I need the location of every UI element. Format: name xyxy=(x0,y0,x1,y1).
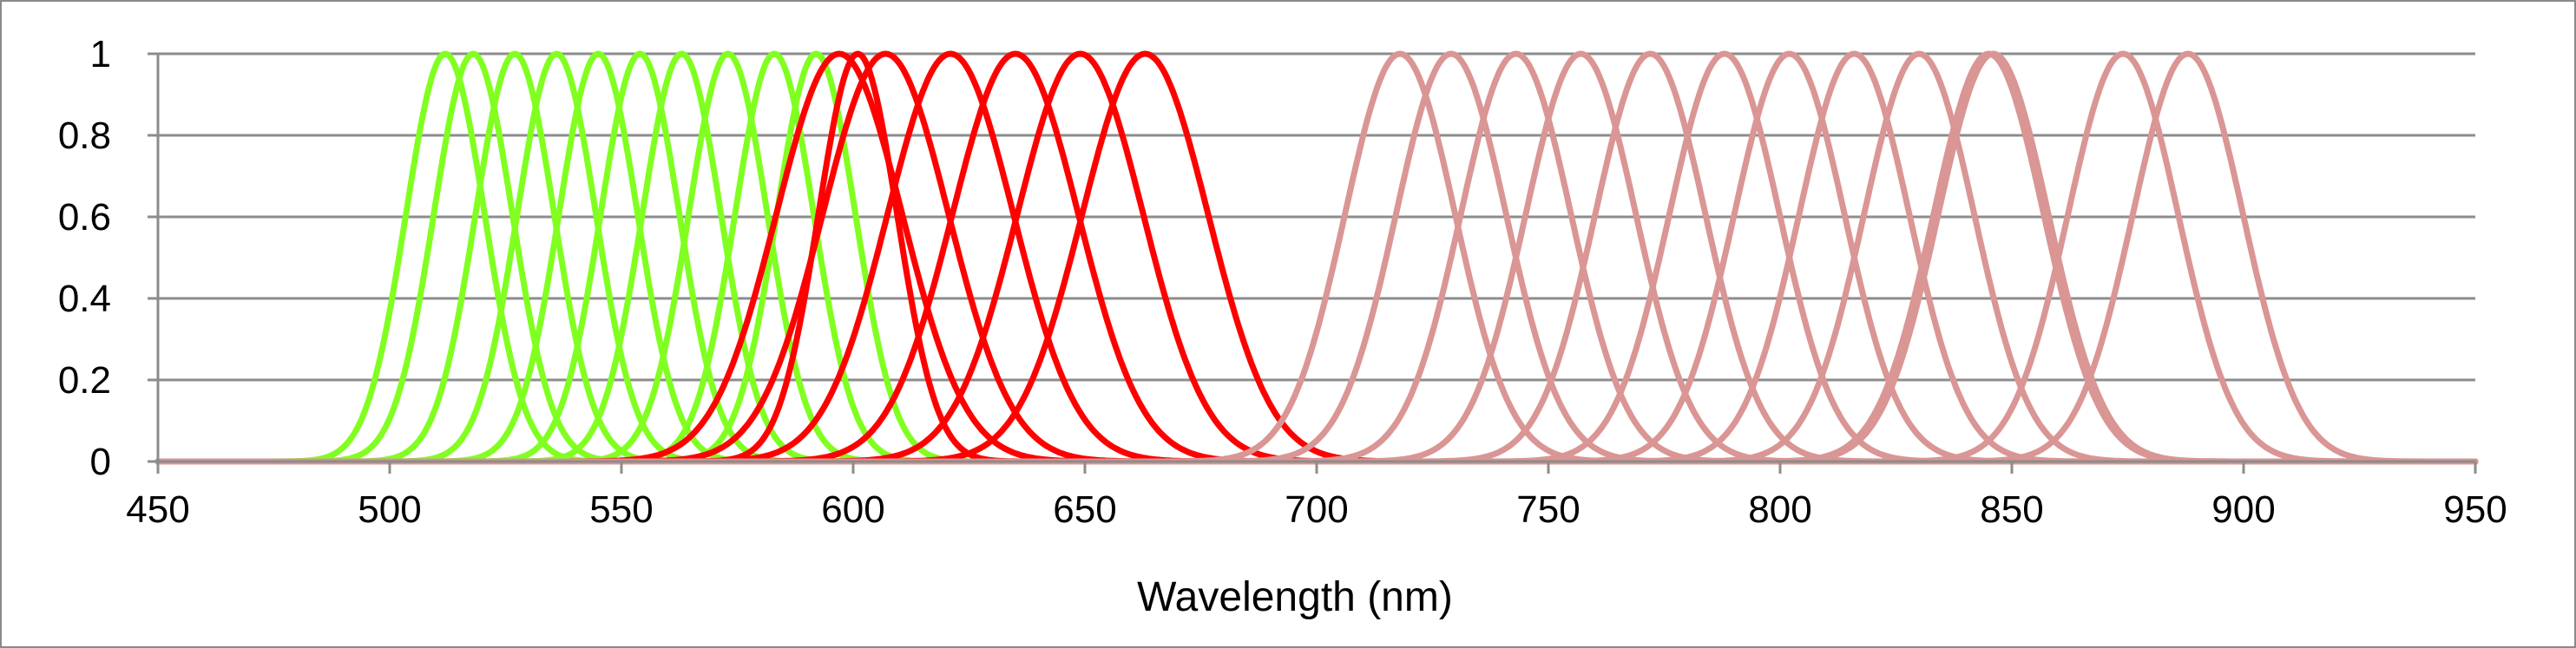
x-tick-label: 700 xyxy=(1285,488,1348,531)
series-line-green-583 xyxy=(154,50,2479,465)
y-tick-label: 0.6 xyxy=(58,196,111,239)
series-line-pink-874 xyxy=(154,50,2479,465)
x-tick-label: 550 xyxy=(589,488,653,531)
series-line-red-649 xyxy=(154,50,2479,465)
series-line-pink-846 xyxy=(154,50,2479,465)
series-line-pink-830 xyxy=(154,50,2479,465)
x-tick-label: 600 xyxy=(821,488,884,531)
x-axis-title: Wavelength (nm) xyxy=(1137,574,1453,620)
x-tick-label: 500 xyxy=(358,488,421,531)
series-line-pink-845 xyxy=(154,50,2479,465)
series-line-pink-816 xyxy=(154,50,2479,465)
series-line-green-554 xyxy=(154,50,2479,465)
series-line-red-597 xyxy=(154,50,2479,465)
series-line-pink-788 xyxy=(154,50,2479,465)
x-tick-label: 450 xyxy=(126,488,189,531)
series-line-pink-757 xyxy=(154,50,2479,465)
x-tick-label: 650 xyxy=(1053,488,1116,531)
series-line-green-563 xyxy=(154,50,2479,465)
series-line-pink-718 xyxy=(154,50,2479,465)
series-line-green-512 xyxy=(154,50,2479,465)
series-line-green-573 xyxy=(154,50,2479,465)
curves-layer xyxy=(154,50,2479,465)
y-tick-label: 0 xyxy=(90,441,111,483)
series-line-green-527 xyxy=(154,50,2479,465)
series-line-pink-729 xyxy=(154,50,2479,465)
series-line-pink-743 xyxy=(154,50,2479,465)
series-line-pink-772 xyxy=(154,50,2479,465)
x-tick-label: 750 xyxy=(1516,488,1580,531)
series-line-red-663 xyxy=(154,50,2479,465)
series-line-pink-888 xyxy=(154,50,2479,465)
series-line-red-607 xyxy=(154,50,2479,465)
series-line-green-545 xyxy=(154,50,2479,465)
x-tick-label: 950 xyxy=(2443,488,2507,531)
series-line-green-518 xyxy=(154,50,2479,465)
y-tick-label: 1 xyxy=(90,33,111,75)
series-line-red-635 xyxy=(154,50,2479,465)
x-tick-label: 850 xyxy=(1980,488,2043,531)
series-line-red-621 xyxy=(154,50,2479,465)
series-line-green-536 xyxy=(154,50,2479,465)
y-tick-label: 0.4 xyxy=(58,278,111,320)
x-tick-label: 800 xyxy=(1748,488,1811,531)
labels-layer: 0 0.2 0.4 0.6 0.8 1 450 500 550 600 650 700 750 800 85… xyxy=(58,33,2507,531)
series-line-red-601 xyxy=(154,50,2479,465)
series-line-green-592 xyxy=(154,50,2479,465)
x-tick-label: 900 xyxy=(2211,488,2275,531)
y-tick-label: 0.8 xyxy=(58,115,111,157)
series-line-pink-802 xyxy=(154,50,2479,465)
axis-layer xyxy=(148,52,2477,474)
y-tick-label: 0.2 xyxy=(58,359,111,402)
